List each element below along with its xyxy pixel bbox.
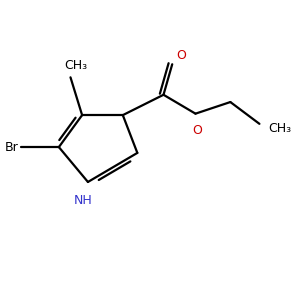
Text: Br: Br [4, 141, 18, 154]
Text: O: O [192, 124, 202, 137]
Text: CH₃: CH₃ [268, 122, 291, 135]
Text: CH₃: CH₃ [65, 58, 88, 71]
Text: O: O [176, 49, 186, 62]
Text: NH: NH [74, 194, 93, 207]
